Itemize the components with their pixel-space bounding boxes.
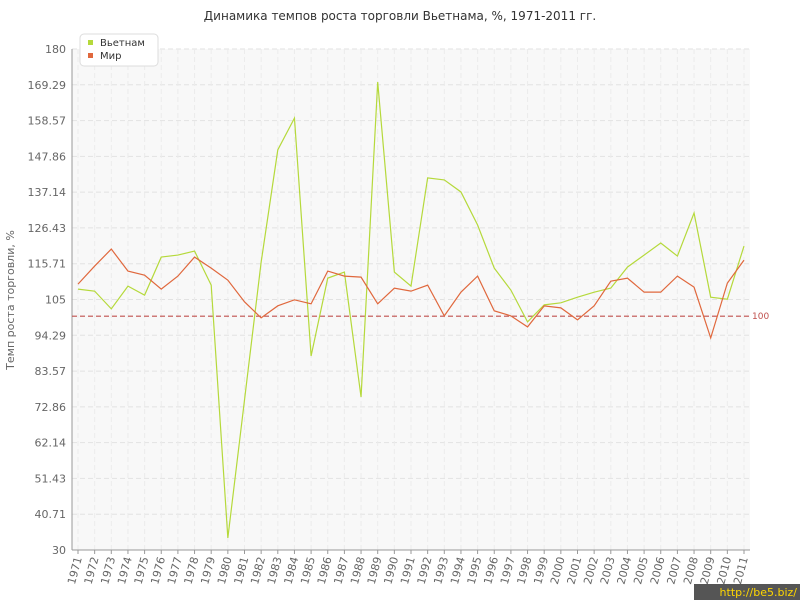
- watermark: http://be5.biz/: [720, 586, 798, 599]
- y-tick-label: 51.43: [35, 472, 67, 485]
- y-tick-label: 169.29: [28, 79, 67, 92]
- legend-label: Вьетнам: [100, 38, 145, 49]
- y-tick-label: 115.71: [28, 258, 67, 271]
- watermark-bg: [694, 584, 800, 600]
- series-line: [77, 82, 745, 539]
- series-line: [77, 248, 745, 340]
- legend-label: Мир: [100, 51, 121, 62]
- chart-title: Динамика темпов роста торговли Вьетнама,…: [204, 9, 596, 23]
- y-tick-label: 62.14: [35, 437, 67, 450]
- y-tick-label: 137.14: [28, 186, 67, 199]
- y-tick-label: 72.86: [35, 401, 67, 414]
- y-tick-label: 94.29: [35, 329, 67, 342]
- legend-box: [79, 33, 159, 67]
- y-tick-label: 40.71: [35, 508, 67, 521]
- y-axis-label: Темп роста торговли, %: [4, 230, 17, 371]
- y-tick-label: 105: [45, 294, 66, 307]
- legend-swatch: [88, 40, 93, 45]
- y-tick-label: 180: [45, 43, 66, 56]
- y-tick-label: 83.57: [35, 365, 67, 378]
- y-tick-label: 147.86: [28, 150, 67, 163]
- y-tick-label: 126.43: [28, 222, 67, 235]
- legend-swatch: [88, 53, 93, 58]
- reference-label: 100: [752, 312, 769, 322]
- y-tick-label: 158.57: [28, 115, 67, 128]
- y-tick-label: 30: [52, 544, 66, 557]
